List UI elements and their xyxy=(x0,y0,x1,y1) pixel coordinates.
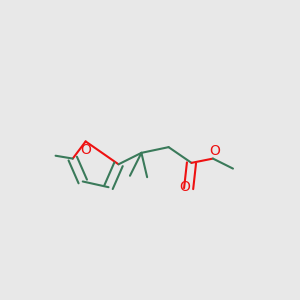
Text: O: O xyxy=(179,180,190,194)
Text: O: O xyxy=(209,144,220,158)
Text: O: O xyxy=(80,143,91,157)
